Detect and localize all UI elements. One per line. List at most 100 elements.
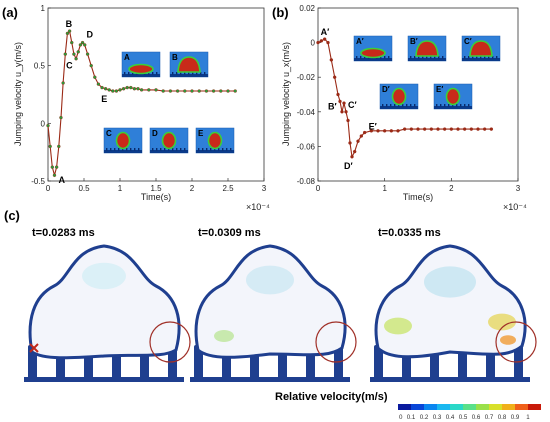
chart-b-frame [317, 7, 519, 182]
chart-b-ytick-label: -0.08 [297, 177, 316, 186]
chart-b-data-point [449, 127, 454, 131]
chart-a-annotation: A [58, 175, 65, 185]
colorbar-title: Relative velocity(m/s) [275, 391, 388, 403]
chart-a-inset-substrate [170, 74, 208, 77]
chart-a-inset-pillar [138, 148, 140, 151]
chart-a-inset-pillar [132, 72, 134, 75]
chart-b-xtick-label: 0 [316, 184, 321, 193]
colorbar-tick: 0.2 [420, 414, 429, 421]
chart-b-data-point [436, 127, 440, 131]
chart-b-ticks: 0 1 2 3 -0.08 -0.06 -0.04 -0.02 0 0.02 [297, 4, 521, 193]
colorbar-ticks: 0 0.1 0.2 0.3 0.4 0.5 0.6 0.7 0.8 0.9 1 [399, 414, 530, 421]
chart-a-xtick-label: 0 [46, 184, 51, 193]
chart-b-data-point [338, 99, 342, 104]
chart-b-inset-label: C′ [464, 37, 472, 46]
chart-b-inset-pillar [492, 56, 494, 59]
chart-b-annotation: A′ [321, 27, 330, 37]
chart-a-inset-pillar [176, 72, 178, 75]
chart-a-ytick-label: 1 [41, 4, 46, 13]
chart-b-annotations: A′ B′ C′ D′ E′ [321, 27, 377, 171]
chart-b-inset-substrate [462, 58, 500, 61]
chart-b-inset-pillar [468, 104, 470, 107]
chart-a-xtick-label: 2.5 [222, 184, 234, 193]
chart-a-series [46, 29, 237, 178]
colorbar: Relative velocity(m/s) 0 0.1 0.2 0.3 0.4 0.5 0… [275, 391, 541, 421]
chart-b-inset-pillar [488, 56, 490, 59]
chart-a-inset-3: C [103, 127, 143, 154]
chart-a-inset-pillar [118, 148, 120, 151]
chart-b-data-point [456, 127, 460, 131]
chart-a-annotation: E [101, 94, 107, 104]
highlight-circle [495, 321, 537, 363]
chart-a-data-point [100, 85, 104, 90]
chart-a-xtick-label: 2 [190, 184, 195, 193]
chart-a-inset-pillar [180, 72, 182, 75]
chart-b-inset-pillar [484, 56, 486, 59]
colorbar-cells [398, 404, 541, 410]
chart-a-inset-pillar [156, 72, 158, 75]
substrate-base [190, 377, 350, 382]
chart-a-inset-substrate [122, 74, 160, 77]
chart-b-annotation: C′ [348, 100, 357, 110]
chart-a-inset-pillar [192, 72, 194, 75]
chart-b-inset-droplet [391, 87, 407, 106]
colorbar-cell [515, 404, 528, 410]
chart-a-inset-substrate [196, 150, 234, 153]
chart-a-inset-5: E [195, 127, 235, 154]
chart-b-inset-pillar [386, 104, 388, 107]
chart-a-inset-pillar [124, 72, 126, 75]
colorbar-cell [489, 404, 502, 410]
chart-a-data-point [175, 89, 180, 93]
chart-a-inset-pillar [196, 72, 198, 75]
chart-b-xtick-label: 3 [516, 184, 521, 193]
chart-b-inset-pillar [390, 104, 392, 107]
chart-a-x-exponent: ×10⁻⁴ [246, 202, 270, 212]
chart-a-data-point [233, 89, 237, 93]
velocity-patch [384, 317, 412, 335]
chart-b-inset-pillar [472, 56, 474, 59]
chart-b-annotation: D′ [344, 161, 353, 171]
chart-b-inset-4: D′ [379, 83, 419, 110]
chart-a-inset-pillar [204, 72, 206, 75]
chart-b-data-point [356, 139, 360, 143]
chart-a-data-point [52, 173, 57, 177]
colorbar-tick: 0.9 [511, 414, 520, 421]
chart-a-data-point [111, 89, 115, 93]
droplet-outline [374, 244, 527, 359]
colorbar-cell [528, 404, 541, 410]
chart-b-data-point [344, 110, 348, 114]
chart-b-inset-droplet [360, 47, 386, 59]
colorbar-tick: 0 [399, 414, 403, 421]
chart-b-data-point [429, 127, 434, 131]
chart-b-data-point [340, 110, 344, 114]
chart-a-inset-pillar [180, 148, 182, 151]
chart-a-data-point [57, 144, 61, 149]
chart-b-inset-pillar [364, 56, 366, 59]
chart-a-inset-droplet [207, 131, 223, 150]
chart-b-inset-pillar [402, 104, 404, 107]
chart-b-inset-label: D′ [382, 85, 390, 94]
chart-a-xtick-label: 1 [118, 184, 123, 193]
chart-b-ylabel: Jumping velocity u_x(m/s) [281, 42, 291, 146]
chart-b-inset-pillar [360, 56, 362, 59]
chart-b-data-point [402, 127, 407, 131]
chart-a-data-point [132, 87, 137, 91]
chart-a-inset-pillar [210, 148, 212, 151]
chart-a-data-point [72, 52, 76, 56]
chart-b-inset-pillar [440, 104, 442, 107]
chart-b-annotation: B′ [328, 101, 337, 111]
chart-b-inset-substrate [434, 106, 472, 109]
chart-a-inset-pillar [176, 148, 178, 151]
chart-b-inset-pillar [418, 56, 420, 59]
chart-b-inset-pillar [464, 104, 466, 107]
chart-a-data-point [129, 85, 133, 90]
chart-b-inset-pillar [414, 56, 416, 59]
chart-a-inset-pillar [126, 148, 128, 151]
chart-b-data-point [382, 129, 387, 133]
droplet-snapshots: t=0.0283 ms t=0.0309 ms t=0.0335 ms [24, 227, 537, 382]
snapshot-1: t=0.0283 ms [24, 227, 191, 382]
chart-a-data-point [63, 52, 67, 56]
chart-b-inset-label: A′ [356, 37, 364, 46]
chart-a-inset-droplet [115, 131, 131, 150]
